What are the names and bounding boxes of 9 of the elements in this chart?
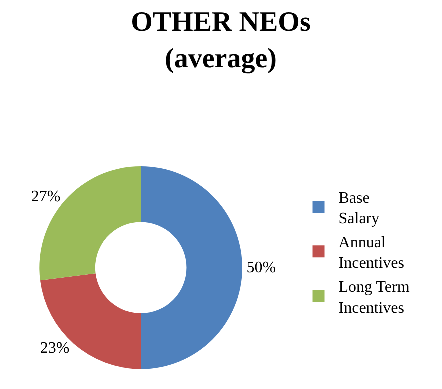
data-label: 23%	[40, 340, 70, 358]
legend-label: Long Term Incentives	[338, 279, 410, 317]
legend-label: Base Salary	[338, 190, 380, 228]
donut-slice	[40, 274, 142, 370]
legend-label: Annual Incentives	[338, 234, 405, 272]
data-label: 50%	[246, 259, 276, 276]
chart-title: OTHER NEOs (average)	[131, 7, 311, 75]
data-label: 27%	[31, 188, 61, 206]
donut-slice	[141, 166, 242, 370]
